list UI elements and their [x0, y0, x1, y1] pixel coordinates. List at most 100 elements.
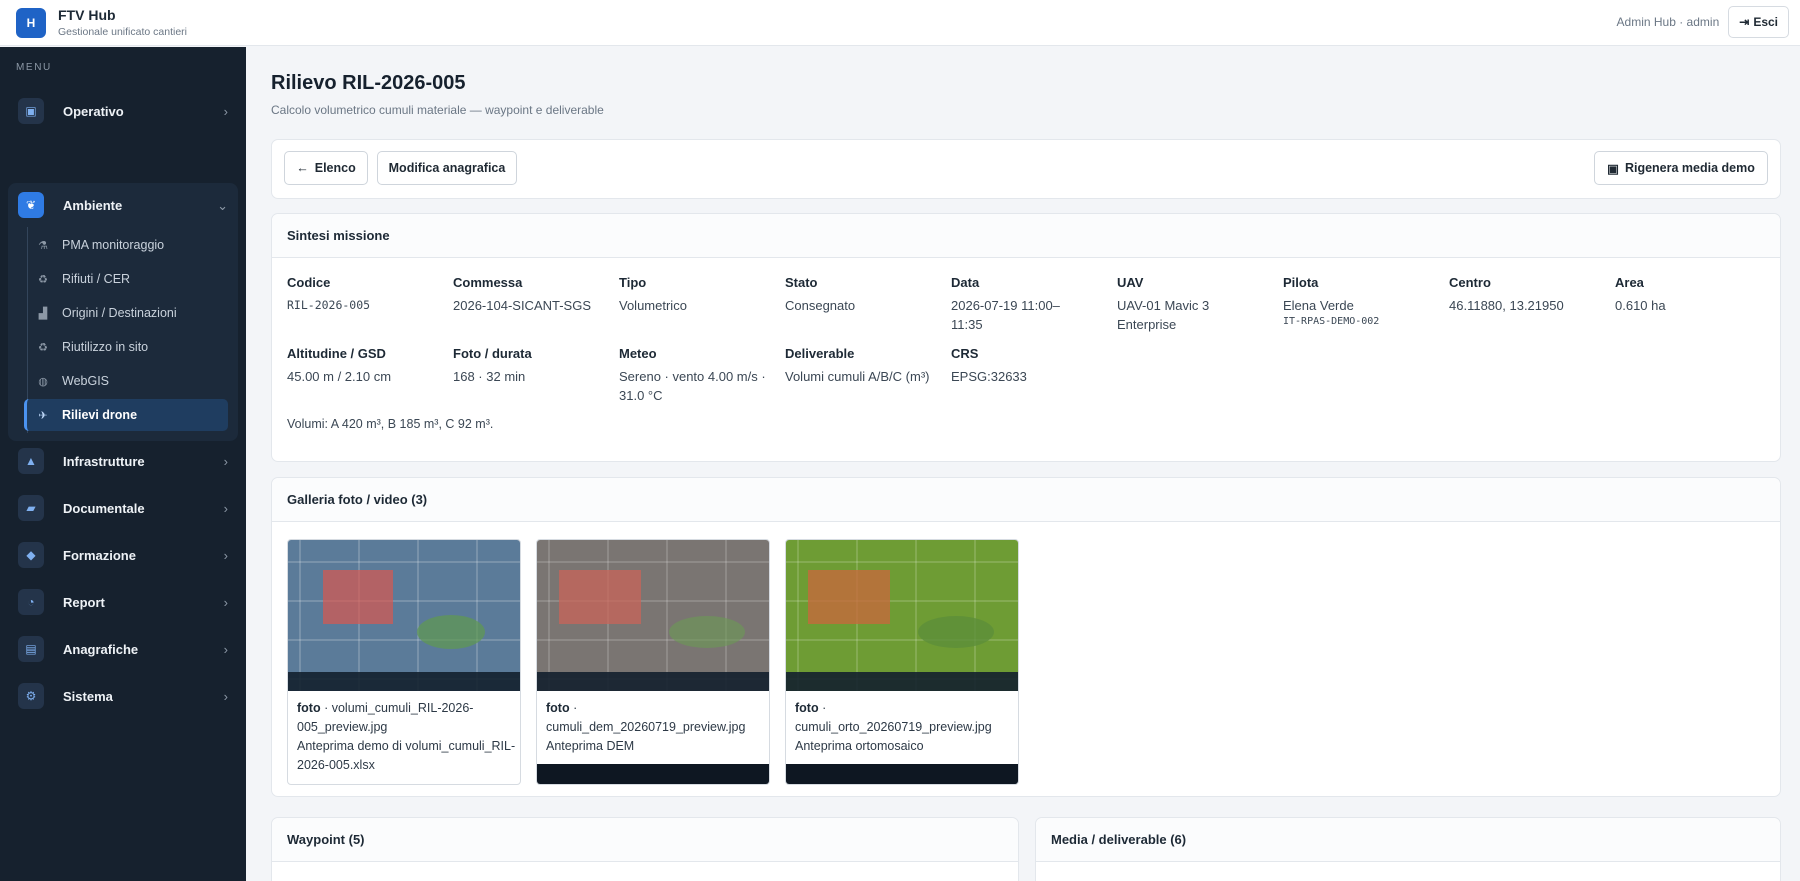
- page-title: Rilievo RIL-2026-005: [271, 72, 466, 94]
- field-value: Volumi cumuli A/B/C (m³): [785, 369, 930, 384]
- field-label: Meteo: [619, 346, 657, 361]
- folder-icon: ▰: [18, 495, 44, 521]
- gallery-card: Galleria foto / video (3) foto · volumi_…: [271, 477, 1781, 797]
- sidebar-item-sistema[interactable]: ⚙ Sistema ›: [8, 674, 238, 718]
- field-value: 0.610 ha: [1615, 298, 1666, 313]
- brand[interactable]: H FTV Hub Gestionale unificato cantieri: [0, 7, 187, 38]
- sidebar-subitem-label: PMA monitoraggio: [62, 238, 165, 252]
- sidebar-item-label: Ambiente: [63, 197, 123, 213]
- sidebar-subitem-rilievi-drone[interactable]: ✈ Rilievi drone: [24, 399, 228, 431]
- edit-record-button[interactable]: Modifica anagrafica: [377, 151, 517, 185]
- sidebar-item-report[interactable]: ◔ Report ›: [8, 580, 238, 624]
- mission-summary-title: Sintesi missione: [272, 214, 1780, 258]
- sidebar-subitem-pma[interactable]: ⚗ PMA monitoraggio: [24, 229, 228, 261]
- sidebar-subitem-riutilizzo[interactable]: ♻ Riutilizzo in sito: [24, 331, 228, 363]
- sidebar-item-formazione[interactable]: ◆ Formazione ›: [8, 533, 238, 577]
- field-value: Volumetrico: [619, 298, 687, 313]
- chevron-right-icon: ›: [223, 454, 228, 469]
- field-value: 45.00 m / 2.10 cm: [287, 369, 392, 384]
- thumb-footer-bar: [786, 764, 1018, 784]
- field-value: RIL-2026-005: [287, 298, 371, 312]
- field-pilota: Pilota Elena Verde IT-RPAS-DEMO-002: [1283, 275, 1443, 327]
- field-value: Elena Verde: [1283, 298, 1354, 313]
- pie-chart-icon: ◔: [18, 589, 44, 615]
- sidebar-item-label: Documentale: [63, 500, 145, 516]
- preview-image: [288, 540, 520, 691]
- field-label: Commessa: [453, 275, 523, 290]
- preview-image: [537, 540, 769, 691]
- sidebar-subitem-rifiuti[interactable]: ♻ Rifiuti / CER: [24, 263, 228, 295]
- field-label: UAV: [1117, 275, 1144, 290]
- chevron-right-icon: ›: [223, 104, 228, 119]
- app-subtitle: Gestionale unificato cantieri: [58, 26, 187, 38]
- briefcase-icon: ▣: [18, 98, 44, 124]
- field-label: Codice: [287, 275, 331, 290]
- field-value: 168 · 32 min: [453, 369, 526, 384]
- caption-separator: ·: [569, 701, 578, 715]
- gallery-item[interactable]: foto · cumuli_orto_20260719_preview.jpg …: [785, 539, 1019, 785]
- flask-icon: ⚗: [38, 239, 48, 252]
- gallery-item[interactable]: foto · cumuli_dem_20260719_preview.jpg A…: [536, 539, 770, 785]
- sidebar-subitem-webgis[interactable]: ◍ WebGIS: [24, 365, 228, 397]
- top-bar: H FTV Hub Gestionale unificato cantieri …: [0, 0, 1800, 46]
- chevron-right-icon: ›: [223, 501, 228, 516]
- field-commessa: Commessa 2026-104-SICANT-SGS: [453, 275, 613, 315]
- field-deliverable: Deliverable Volumi cumuli A/B/C (m³): [785, 346, 945, 386]
- app-title: FTV Hub: [58, 7, 116, 23]
- field-value: 2026-07-19 11:00–11:35: [951, 298, 1060, 332]
- field-value: EPSG:32633: [951, 369, 1027, 384]
- sidebar-item-documentale[interactable]: ▰ Documentale ›: [8, 486, 238, 530]
- media-description: Anteprima DEM: [546, 739, 635, 753]
- preview-bg: [288, 540, 520, 691]
- waypoint-title: Waypoint (5): [272, 818, 1018, 862]
- field-codice: Codice RIL-2026-005: [287, 275, 447, 315]
- sidebar-item-label: Operativo: [63, 103, 124, 119]
- current-user: Admin Hub · admin: [1616, 15, 1720, 29]
- page-subtitle: Calcolo volumetrico cumuli materiale — w…: [271, 103, 604, 117]
- app-logo: H: [16, 7, 46, 38]
- sidebar-item-infrastrutture[interactable]: ▲ Infrastrutture ›: [8, 439, 238, 483]
- sidebar-subitem-label: WebGIS: [62, 374, 110, 388]
- logout-label: Esci: [1753, 15, 1778, 29]
- field-label: Pilota: [1283, 275, 1319, 290]
- sidebar-item-anagrafiche[interactable]: ▤ Anagrafiche ›: [8, 627, 238, 671]
- field-centro: Centro 46.11880, 13.21950: [1449, 275, 1609, 315]
- sidebar-item-operativo[interactable]: ▣ Operativo ›: [8, 89, 238, 133]
- sidebar: MENU ▣ Operativo › ❦ Ambiente ⌄ ⚗ PMA mo…: [0, 47, 246, 881]
- field-value: Sereno · vento 4.00 m/s · 31.0 °C: [619, 369, 766, 403]
- field-meteo: Meteo Sereno · vento 4.00 m/s · 31.0 °C: [619, 346, 779, 405]
- gallery-item[interactable]: foto · volumi_cumuli_RIL-2026-005_previe…: [287, 539, 521, 785]
- media-filename: cumuli_orto_20260719_preview.jpg: [795, 720, 992, 734]
- volumes-note: Volumi: A 420 m³, B 185 m³, C 92 m³.: [287, 417, 494, 431]
- back-to-list-button[interactable]: ← Elenco: [284, 151, 368, 185]
- regenerate-media-button[interactable]: ▣ Rigenera media demo: [1594, 151, 1768, 185]
- submenu-rail: [27, 227, 28, 433]
- pilot-license: IT-RPAS-DEMO-002: [1283, 316, 1380, 327]
- preview-image: [786, 540, 1018, 691]
- industry-icon: ▟: [38, 307, 48, 320]
- media-filename: volumi_cumuli_RIL-2026-005_preview.jpg: [297, 701, 474, 734]
- recycle-icon: ♻: [38, 341, 48, 354]
- recycle-icon: ♻: [38, 273, 48, 286]
- field-uav: UAV UAV-01 Mavic 3 Enterprise: [1117, 275, 1247, 334]
- sidebar-item-label: Infrastrutture: [63, 453, 145, 469]
- gallery-caption: foto · cumuli_dem_20260719_preview.jpg A…: [546, 699, 766, 756]
- sidebar-subitem-origini[interactable]: ▟ Origini / Destinazioni: [24, 297, 228, 329]
- gallery-caption: foto · volumi_cumuli_RIL-2026-005_previe…: [297, 699, 517, 775]
- sidebar-item-label: Formazione: [63, 547, 136, 563]
- chevron-right-icon: ›: [223, 595, 228, 610]
- media-type: foto: [297, 701, 321, 715]
- field-altitudine: Altitudine / GSD 45.00 m / 2.10 cm: [287, 346, 447, 386]
- sidebar-item-ambiente[interactable]: ❦ Ambiente ⌄: [8, 183, 238, 227]
- field-tipo: Tipo Volumetrico: [619, 275, 779, 315]
- main-content: Rilievo RIL-2026-005 Calcolo volumetrico…: [246, 47, 1800, 881]
- media-deliverable-card: Media / deliverable (6): [1035, 817, 1781, 881]
- field-label: Area: [1615, 275, 1644, 290]
- chevron-down-icon: ⌄: [217, 198, 228, 213]
- mission-summary-card: Sintesi missione Codice RIL-2026-005 Com…: [271, 213, 1781, 462]
- field-foto: Foto / durata 168 · 32 min: [453, 346, 613, 386]
- leaf-icon: ❦: [18, 192, 44, 218]
- logout-button[interactable]: ⇥ Esci: [1728, 6, 1789, 38]
- sidebar-subitem-label: Riutilizzo in sito: [62, 340, 149, 354]
- menu-heading: MENU: [16, 62, 52, 73]
